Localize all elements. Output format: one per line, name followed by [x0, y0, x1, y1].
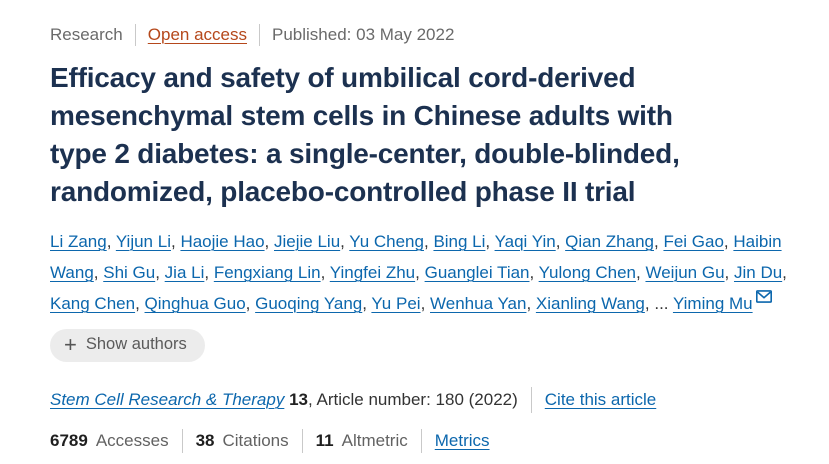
title-line: mesenchymal stem cells in Chinese adults…	[50, 100, 673, 131]
author-separator: ,	[170, 232, 181, 251]
author-separator: ,	[340, 232, 350, 251]
accesses-metric: 6789 Accesses	[50, 431, 169, 451]
metrics-link[interactable]: Metrics	[434, 431, 490, 450]
author-link[interactable]: Jin Du	[733, 263, 783, 282]
author-separator: ,	[204, 263, 214, 282]
altmetric-label: Altmetric	[341, 431, 408, 450]
author-separator: ,	[724, 263, 734, 282]
author-link[interactable]: Guoqing Yang	[255, 294, 363, 313]
altmetric-count: 11	[315, 431, 334, 450]
author-separator: ,	[264, 232, 274, 251]
author-link[interactable]: Yaqi Yin	[494, 232, 556, 251]
vertical-divider	[420, 429, 422, 453]
author-separator: ,	[636, 263, 646, 282]
author-link[interactable]: Weijun Gu	[645, 263, 725, 282]
show-authors-label: Show authors	[85, 335, 187, 353]
open-access-link[interactable]: Open access	[147, 25, 247, 44]
author-separator: ,	[423, 232, 434, 251]
author-link[interactable]: Fei Gao	[663, 232, 724, 251]
author-separator: ,	[420, 294, 431, 313]
author-link[interactable]: Yijun Li	[115, 232, 171, 251]
author-link[interactable]: Yu Cheng	[349, 232, 424, 251]
plus-icon: +	[64, 331, 77, 357]
author-separator: ,	[782, 263, 787, 282]
author-link[interactable]: Wenhua Yan	[430, 294, 527, 313]
author-link[interactable]: Qian Zhang	[565, 232, 654, 251]
journal-row: Stem Cell Research & Therapy 13, Article…	[50, 387, 811, 413]
author-separator: ,	[485, 232, 495, 251]
cite-this-article-link[interactable]: Cite this article	[544, 390, 657, 409]
citations-label: Citations	[222, 431, 289, 450]
author-link[interactable]: Haibin Wang	[50, 232, 782, 282]
vertical-divider	[530, 387, 532, 413]
author-separator: ,	[106, 232, 116, 251]
author-link[interactable]: Haojie Hao	[180, 232, 265, 251]
title-line: type 2 diabetes: a single-center, double…	[50, 138, 680, 169]
author-separator: ,	[362, 294, 372, 313]
vertical-divider	[259, 24, 260, 46]
author-list: Li Zang, Yijun Li, Haojie Hao, Jiejie Li…	[50, 232, 787, 313]
citations-count: 38	[195, 431, 215, 450]
author-separator: ,	[155, 263, 165, 282]
author-link[interactable]: Kang Chen	[50, 294, 136, 313]
author-separator: ,	[415, 263, 425, 282]
eyebrow-row: Research Open access Published: 03 May 2…	[50, 24, 811, 46]
vertical-divider	[134, 24, 136, 46]
author-link[interactable]: Yingfei Zhu	[329, 263, 416, 282]
last-author-link[interactable]: Yiming Mu	[672, 294, 753, 313]
author-link[interactable]: Xianling Wang	[535, 294, 645, 313]
vertical-divider	[301, 429, 303, 453]
envelope-icon[interactable]	[755, 282, 772, 313]
author-link[interactable]: Li Zang	[50, 232, 107, 251]
article-title: Efficacy and safety of umbilical cord-de…	[50, 59, 811, 211]
author-link[interactable]: Yulong Chen	[538, 263, 637, 282]
author-link[interactable]: Bing Li	[433, 232, 486, 251]
author-separator: ,	[93, 263, 104, 282]
altmetric-metric: 11 Altmetric	[316, 431, 408, 451]
author-separator: ,	[135, 294, 145, 313]
accesses-label: Accesses	[95, 431, 169, 450]
author-link[interactable]: Yu Pei	[371, 294, 421, 313]
citations-metric: 38 Citations	[196, 431, 289, 451]
article-number-label: , Article number: 180 (2022)	[307, 390, 518, 409]
article-header: Research Open access Published: 03 May 2…	[50, 24, 811, 453]
author-byline: Li Zang, Yijun Li, Haojie Hao, Jiejie Li…	[50, 226, 811, 319]
author-link[interactable]: Jiejie Liu	[274, 232, 341, 251]
author-separator: ,	[529, 263, 539, 282]
authors-ellipsis: ...	[654, 294, 673, 313]
author-link[interactable]: Guanglei Tian	[424, 263, 530, 282]
author-separator: ,	[723, 232, 734, 251]
author-separator: ,	[245, 294, 256, 313]
metrics-row: 6789 Accesses 38 Citations 11 Altmetric …	[50, 429, 811, 453]
journal-citation: Stem Cell Research & Therapy 13, Article…	[50, 390, 518, 410]
published-date-label: Published: 03 May 2022	[272, 25, 455, 44]
journal-volume: 13	[289, 390, 308, 409]
title-line: randomized, placebo-controlled phase II …	[50, 176, 636, 207]
accesses-count: 6789	[50, 431, 88, 450]
author-link[interactable]: Fengxiang Lin	[213, 263, 321, 282]
author-link[interactable]: Shi Gu	[103, 263, 156, 282]
journal-name-link[interactable]: Stem Cell Research & Therapy	[50, 390, 285, 409]
author-link[interactable]: Jia Li	[164, 263, 205, 282]
vertical-divider	[181, 429, 183, 453]
author-separator: ,	[320, 263, 330, 282]
article-category-label: Research	[50, 25, 123, 44]
author-link[interactable]: Qinghua Guo	[144, 294, 246, 313]
title-line: Efficacy and safety of umbilical cord-de…	[50, 62, 636, 93]
author-separator: ,	[644, 294, 655, 313]
author-separator: ,	[555, 232, 566, 251]
show-authors-button[interactable]: + Show authors	[50, 329, 205, 362]
author-separator: ,	[653, 232, 664, 251]
author-separator: ,	[526, 294, 536, 313]
